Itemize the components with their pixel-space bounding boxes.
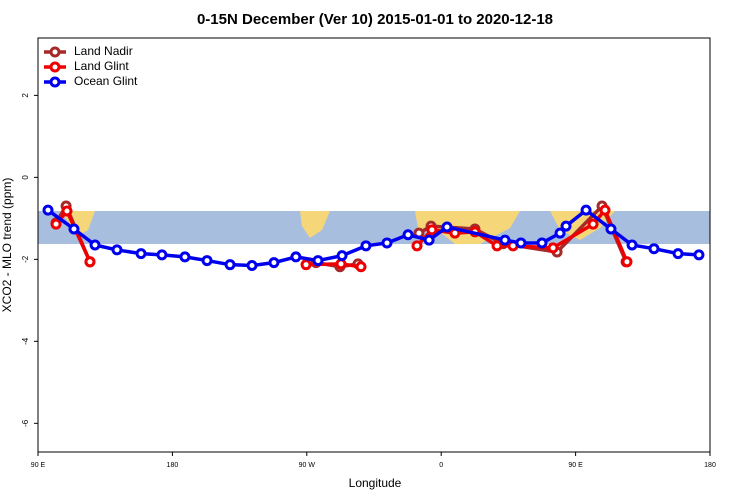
series-point (355, 261, 367, 273)
series-point (580, 204, 592, 216)
series-point (402, 229, 414, 241)
y-tick-label: -4 (21, 337, 30, 345)
series-point (135, 248, 147, 260)
y-tick-label: -6 (21, 419, 30, 427)
series-point (672, 248, 684, 260)
x-tick-label: 90 W (299, 462, 316, 469)
series-point (42, 204, 54, 216)
series-point (111, 244, 123, 256)
series-point (312, 255, 324, 267)
series-point (68, 223, 80, 235)
series-point (224, 259, 236, 271)
series-point (300, 259, 312, 271)
series-point (50, 218, 62, 230)
series-point (621, 256, 633, 268)
series-point (599, 204, 611, 216)
x-tick-label: 0 (439, 462, 443, 469)
legend-swatch-point (49, 76, 61, 88)
series-point (156, 249, 168, 261)
series-point (536, 237, 548, 249)
series-point (648, 243, 660, 255)
legend-label: Land Nadir (74, 44, 133, 58)
y-axis-label: XCO2 - MLO trend (ppm) (0, 178, 14, 313)
x-tick-label: 180 (704, 462, 716, 469)
x-tick-label: 90 E (31, 462, 46, 469)
x-tick-label: 180 (167, 462, 179, 469)
series-point (554, 227, 566, 239)
legend-swatch-point (49, 46, 61, 58)
series-point (499, 234, 511, 246)
chart-title: 0-15N December (Ver 10) 2015-01-01 to 20… (197, 11, 553, 28)
series-point (381, 237, 393, 249)
series-point (360, 240, 372, 252)
series-point (179, 251, 191, 263)
series-point (547, 242, 559, 254)
series-point (290, 251, 302, 263)
legend-label: Land Glint (74, 59, 129, 73)
series-point (587, 218, 599, 230)
series-point (560, 220, 572, 232)
series-point (423, 234, 435, 246)
legend-label: Ocean Glint (74, 74, 138, 88)
y-tick-label: 0 (21, 175, 30, 180)
series-point (89, 239, 101, 251)
legend-swatch-point (49, 61, 61, 73)
series-point (441, 221, 453, 233)
series-point (426, 224, 438, 236)
series-point (626, 239, 638, 251)
series-point (411, 240, 423, 252)
series-point (201, 255, 213, 267)
x-tick-label: 90 E (568, 462, 583, 469)
series-point (515, 237, 527, 249)
x-axis-label: Longitude (349, 476, 402, 490)
series-point (84, 256, 96, 268)
plot-frame (37, 37, 711, 453)
series-point (491, 240, 503, 252)
series-point (268, 257, 280, 269)
series-point (693, 249, 705, 261)
series-point (246, 259, 258, 271)
series-point (61, 205, 73, 217)
y-tick-label: -2 (21, 255, 30, 263)
series-point (336, 250, 348, 262)
series-point (605, 223, 617, 235)
map-land (300, 211, 330, 238)
y-tick-label: 2 (21, 93, 30, 98)
